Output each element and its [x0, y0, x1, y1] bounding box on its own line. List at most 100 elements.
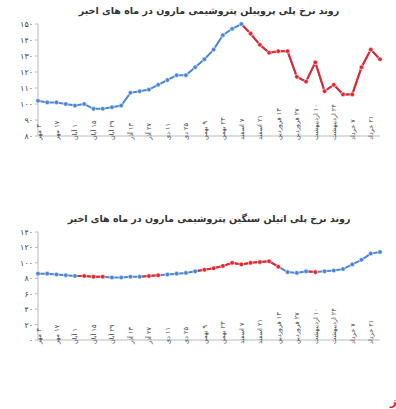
tick-label: ۲۳ بهمن: [219, 321, 227, 344]
point: [110, 275, 115, 280]
point: [230, 27, 235, 32]
point: [54, 272, 59, 277]
point: [91, 107, 96, 112]
point: [174, 73, 179, 78]
point: [331, 83, 336, 88]
tick-label: ۹۰: [24, 116, 33, 125]
point: [341, 92, 346, 97]
point: [36, 99, 41, 104]
tick-label: ۱۳ آذر: [126, 123, 135, 141]
point: [230, 261, 235, 266]
point: [221, 33, 226, 38]
tick-label: ۱۳ فروردین: [275, 312, 283, 344]
tick-label: ۱۴۰: [20, 36, 33, 45]
line-segment: [315, 62, 324, 91]
tick-label: ۲۵ دی: [182, 122, 190, 140]
point: [174, 271, 179, 276]
line-segment: [362, 50, 371, 68]
tick-label: ۲۵ دی: [182, 326, 190, 344]
point: [137, 89, 142, 94]
tick-label: ۷ اسفند: [238, 322, 246, 344]
point: [295, 271, 300, 276]
tick-label: ۱۱ دی: [164, 123, 172, 140]
point: [128, 91, 133, 96]
chart: روند نرخ پلی اتیلن سنگین پتروشیمی مارون …: [20, 213, 382, 345]
point: [239, 22, 244, 27]
tick-label: ۱۰۰: [20, 259, 33, 268]
tick-label: ۲۱ خرداد: [367, 116, 375, 140]
y-axis: [38, 24, 39, 136]
tick-label: ۲۹ آبان: [107, 324, 116, 344]
point: [165, 272, 170, 277]
plot-area: [36, 22, 383, 111]
tick-label: ۷ خرداد: [349, 323, 357, 344]
tick-label: ۱۵ آبان: [89, 120, 98, 140]
point: [378, 57, 383, 62]
point: [313, 270, 318, 275]
point: [304, 79, 309, 84]
point: [248, 31, 253, 36]
point: [350, 262, 355, 267]
point: [193, 269, 198, 274]
tick-label: ۱۰ اردیبهشت: [312, 104, 320, 140]
point: [45, 271, 50, 276]
line-segment: [288, 51, 297, 77]
point: [100, 274, 105, 279]
point: [368, 251, 373, 256]
title: روند نرخ پلی اتیلن سنگین پتروشیمی مارون …: [67, 213, 351, 225]
tick-label: ۹ بهمن: [201, 120, 209, 140]
point: [285, 270, 290, 275]
line-segment: [352, 67, 361, 94]
point: [313, 60, 318, 65]
line: [38, 252, 380, 277]
point: [211, 266, 216, 271]
point: [202, 268, 207, 273]
tick-label: ۲۱ اسفند: [256, 319, 264, 344]
tick-label: ۳ مهر: [35, 124, 43, 141]
point: [54, 100, 59, 105]
point: [156, 273, 161, 278]
point: [276, 264, 281, 269]
point: [100, 107, 105, 112]
point: [147, 274, 152, 279]
point: [378, 250, 383, 255]
point: [91, 274, 96, 279]
point: [304, 269, 309, 274]
point: [322, 89, 327, 94]
point: [36, 271, 41, 276]
point: [239, 262, 244, 267]
point: [276, 49, 281, 54]
tick-label: ۳ مهر: [35, 328, 43, 345]
watermark: بورس نیوز: [389, 394, 396, 409]
point: [258, 260, 263, 265]
point: [211, 47, 216, 52]
tick-label: ۱۷ مهر: [53, 324, 61, 345]
tick-label: ۱۵ آبان: [89, 324, 98, 344]
tick-label: ۱ آبان: [70, 124, 79, 140]
tick-label: ۲۹ آبان: [107, 120, 116, 140]
point: [82, 102, 87, 107]
tick-label: ۴۰: [24, 305, 33, 314]
tick-label: ۱۲۰: [20, 243, 33, 252]
point: [73, 103, 78, 108]
point: [82, 274, 87, 279]
plot-area: [36, 250, 383, 280]
point: [359, 65, 364, 70]
tick-label: ۱۵۰: [20, 20, 33, 29]
tick-label: ۱۱۰: [20, 84, 33, 93]
tick-label: ۱۳ آذر: [126, 327, 135, 345]
point: [368, 47, 373, 52]
tick-label: ۱ آبان: [70, 328, 79, 344]
tick-label: ۲۴ اردیبهشت: [330, 104, 338, 140]
line-segment: [306, 62, 315, 81]
tick-label: ۲۴ اردیبهشت: [330, 308, 338, 344]
point: [193, 65, 198, 70]
tick-label: ۲۷ فروردین: [293, 312, 301, 344]
tick-label: ۸۰: [24, 132, 33, 141]
point: [73, 274, 78, 279]
tick-label: ۲۳ بهمن: [219, 117, 227, 140]
y-axis: [38, 232, 39, 340]
tick-label: ۲۷ فروردین: [293, 108, 301, 140]
point: [350, 92, 355, 97]
point: [322, 269, 327, 274]
